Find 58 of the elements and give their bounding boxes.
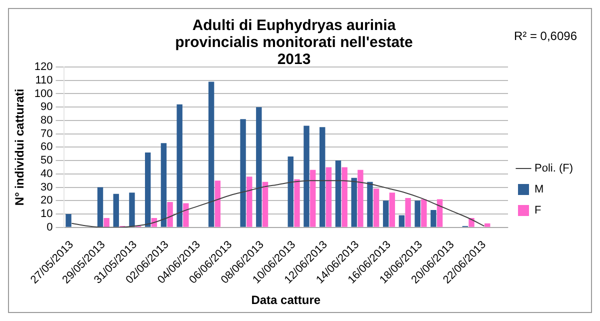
bar (389, 192, 396, 227)
bar (398, 215, 405, 227)
bar (208, 82, 214, 227)
legend-label: F (534, 204, 542, 217)
x-axis-title: Data catture (251, 293, 321, 308)
y-tick-label: 50 (40, 154, 53, 167)
y-tick-label: 80 (40, 114, 53, 126)
bar (113, 194, 119, 227)
y-axis-title: N° individui catturati (12, 88, 27, 206)
bar (484, 223, 490, 227)
bar (326, 167, 332, 227)
bar (351, 178, 357, 227)
legend-label: M (534, 184, 544, 196)
bar (160, 143, 167, 227)
bar (66, 214, 72, 227)
bar (256, 107, 262, 227)
bar (104, 218, 110, 227)
y-tick-label: 60 (40, 141, 53, 154)
y-tick-label: 110 (35, 74, 53, 86)
bar (294, 179, 300, 227)
y-tick-label: 0 (46, 221, 53, 234)
y-tick-label: 120 (34, 61, 53, 74)
bar (240, 119, 246, 227)
legend-label: Poli. (F) (534, 162, 573, 175)
y-tick-label: 20 (40, 194, 53, 207)
bar (183, 203, 189, 227)
bar (310, 170, 316, 227)
y-tick-label: 100 (34, 88, 53, 100)
line-series (71, 180, 485, 228)
bar (382, 200, 389, 227)
bar (129, 192, 135, 227)
y-tick-label: 10 (40, 208, 53, 220)
bar (97, 187, 104, 227)
bar (421, 199, 427, 227)
y-tick-label: 30 (40, 181, 53, 194)
bar (167, 202, 173, 227)
y-tick-label: 70 (40, 128, 53, 140)
bar (288, 156, 294, 227)
bar (367, 182, 373, 227)
y-tick-label: 90 (40, 101, 53, 114)
bar (214, 180, 221, 227)
bar (144, 152, 151, 227)
bar (373, 188, 380, 227)
bar (246, 176, 252, 227)
y-tick-label: 40 (40, 168, 53, 180)
bar (262, 182, 268, 227)
bar (405, 198, 411, 227)
bar (320, 127, 326, 227)
bar (335, 160, 342, 227)
text: R² = 0,6096 (514, 29, 577, 43)
bar (342, 167, 348, 227)
bar (304, 126, 310, 227)
bar (430, 210, 436, 227)
bar (176, 104, 182, 227)
bar (358, 170, 364, 227)
bar (414, 200, 420, 227)
chart-title: Adulti di Euphydryas aurinia provincialis monitorati nell'estate 2013 (174, 17, 414, 68)
bar (436, 199, 443, 227)
